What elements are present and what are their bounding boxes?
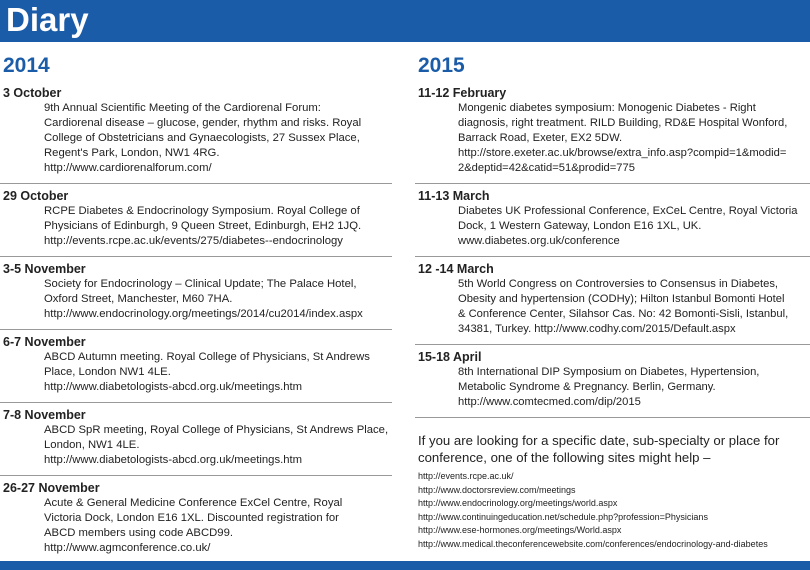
entry-text: Mongenic diabetes symposium: Monogenic D… bbox=[458, 102, 756, 114]
entry-date: 12 -14 March bbox=[418, 262, 494, 276]
entry-text: 9th Annual Scientific Meeting of the Car… bbox=[44, 102, 321, 114]
entry-text: Diabetes UK Professional Conference, ExC… bbox=[458, 205, 798, 217]
entry-text: http://www.cardiorenalforum.com/ bbox=[44, 162, 212, 174]
footer-bar bbox=[0, 561, 810, 570]
entry-date: 15-18 April bbox=[418, 350, 482, 364]
entry-date: 7-8 November bbox=[3, 408, 86, 422]
note: If you are looking for a specific date, … bbox=[418, 433, 780, 465]
entry-text: diagnosis, right treatment. RILD Buildin… bbox=[458, 117, 788, 129]
diary-entry: 7-8 November ABCD SpR meeting, Royal Coll… bbox=[0, 403, 392, 476]
entry-text: http://www.agmconference.co.uk/ bbox=[44, 542, 211, 554]
entry-text: http://www.comtecmed.com/dip/2015 bbox=[458, 396, 641, 408]
entry-text: 34381, Turkey. http://www.codhy.com/2015… bbox=[458, 323, 736, 335]
diary-entry: 15-18 April 8th International DIP Symposi… bbox=[415, 345, 810, 418]
entry-text: 5th World Congress on Controversies to C… bbox=[458, 278, 779, 290]
link-url: http://www.doctorsreview.com/meetings bbox=[418, 484, 576, 495]
link-url: http://events.rcpe.ac.uk/ bbox=[418, 471, 514, 481]
diary-entry: 12 -14 March 5th World Congress on Contro… bbox=[415, 257, 810, 345]
diary-entry: 29 October RCPE Diabetes & Endocrinology … bbox=[0, 184, 392, 257]
entry-text: 2&deptid=42&catid=51&prodid=775 bbox=[458, 162, 635, 174]
entry-text: ABCD SpR meeting, Royal College of Physi… bbox=[44, 424, 389, 436]
entry-date: 3-5 November bbox=[3, 262, 86, 276]
entry-text: Dock, 1 Western Gateway, London E16 1XL,… bbox=[458, 220, 702, 232]
diary-entry: 11-12 February Mongenic diabetes symposiu… bbox=[415, 84, 810, 184]
year-heading: 2015 bbox=[418, 54, 465, 77]
entry-text: http://www.diabetologists-abcd.org.uk/me… bbox=[44, 381, 303, 393]
column: 2015 11-12 February Mongenic diabetes symp… bbox=[415, 52, 810, 418]
entry-date: 6-7 November bbox=[3, 335, 86, 349]
link-url: http://www.continuingeducation.net/sched… bbox=[418, 511, 708, 522]
diary-entry: 3-5 November Society for Endocrinology – … bbox=[0, 257, 392, 330]
entry-text: RCPE Diabetes & Endocrinology Symposium.… bbox=[44, 205, 360, 217]
entry-text: http://www.endocrinology.org/meetings/20… bbox=[44, 308, 363, 320]
entry-text: & Conference Center, Silahsor Cas. No: 4… bbox=[458, 308, 789, 320]
diary-entry: 3 October 9th Annual Scientific Meeting o… bbox=[0, 84, 392, 184]
entry-text: Physicians of Edinburgh, 9 Queen Street,… bbox=[44, 220, 362, 232]
entry-text: Cardiorenal disease – glucose, gender, r… bbox=[44, 117, 362, 129]
entry-text: http://events.rcpe.ac.uk/events/275/diab… bbox=[44, 235, 343, 247]
entry-text: Acute & General Medicine Conference ExCe… bbox=[44, 497, 343, 509]
link-list: http://events.rcpe.ac.uk/http://www.doct… bbox=[418, 470, 810, 552]
entry-text: Place, London NW1 4LE. bbox=[44, 366, 171, 378]
entry-text: Oxford Street, Manchester, M60 7HA. bbox=[44, 293, 233, 305]
column: 2014 3 October 9th Annual Scientific Meeti… bbox=[0, 52, 392, 564]
entry-date: 26-27 November bbox=[3, 481, 100, 495]
entry-text: College of Obstetricians and Gynaecologi… bbox=[44, 132, 360, 144]
entry-text: Regent's Park, London, NW1 4RG. bbox=[44, 147, 220, 159]
header-title: Diary bbox=[6, 1, 89, 38]
entry-text: London, NW1 4LE. bbox=[44, 439, 140, 451]
entry-date: 11-12 February bbox=[418, 86, 507, 100]
entry-date: 29 October bbox=[3, 189, 69, 203]
entry-text: Metabolic Syndrome & Pregnancy. Berlin, … bbox=[458, 381, 716, 393]
entry-text: ABCD members using code ABCD99. bbox=[44, 527, 233, 539]
entry-text: http://www.diabetologists-abcd.org.uk/me… bbox=[44, 454, 303, 466]
diary-entry: 11-13 March Diabetes UK Professional Conf… bbox=[415, 184, 810, 257]
link-url: http://www.medical.theconferencewebsite.… bbox=[418, 538, 768, 549]
entry-text: http://store.exeter.ac.uk/browse/extra_i… bbox=[458, 147, 787, 159]
entry-text: 8th International DIP Symposium on Diabe… bbox=[458, 366, 760, 378]
diary-entry: 6-7 November ABCD Autumn meeting. Royal C… bbox=[0, 330, 392, 403]
entry-text: Society for Endocrinology – Clinical Upd… bbox=[44, 278, 357, 290]
diary-entry: 26-27 November Acute & General Medicine C… bbox=[0, 476, 392, 564]
entry-text: Victoria Dock, London E16 1XL. Discounte… bbox=[44, 512, 339, 524]
entry-text: Obesity and hypertension (CODHy); Hilton… bbox=[458, 293, 785, 305]
year-heading: 2014 bbox=[3, 54, 50, 77]
entry-text: www.diabetes.org.uk/conference bbox=[458, 235, 620, 247]
entry-text: ABCD Autumn meeting. Royal College of Ph… bbox=[44, 351, 370, 363]
header-bar: Diary bbox=[0, 0, 810, 42]
entry-date: 3 October bbox=[3, 86, 62, 100]
link-url: http://www.endocrinology.org/meetings/wo… bbox=[418, 498, 618, 509]
entry-text: Barrack Road, Exeter, EX2 5DW. bbox=[458, 132, 623, 144]
entry-date: 11-13 March bbox=[418, 189, 490, 203]
link-url: http://www.ese-hormones.org/meetings/Wor… bbox=[418, 525, 622, 536]
